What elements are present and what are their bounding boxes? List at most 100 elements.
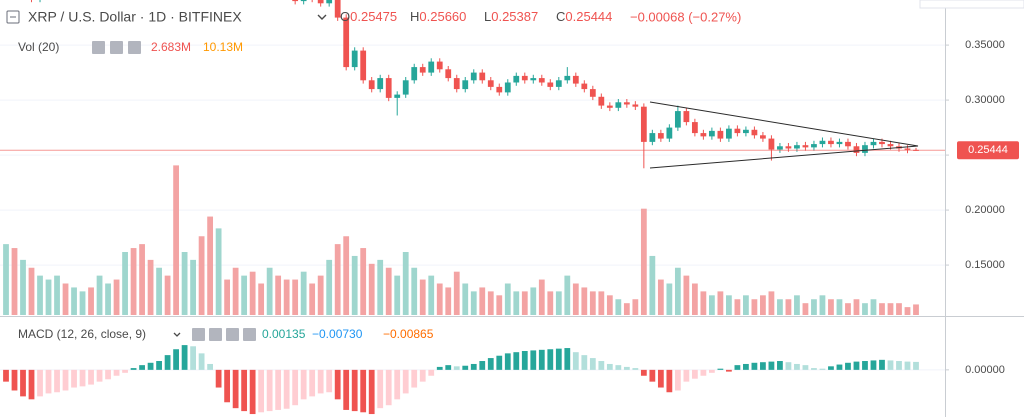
macd-bar [734, 365, 741, 370]
candle-body [734, 128, 741, 134]
macd-study-icons [192, 328, 256, 341]
volume-value: 2.683M [151, 40, 191, 54]
candle-body [904, 148, 911, 150]
macd-bar [606, 363, 613, 370]
macd-bar [547, 349, 554, 370]
macd-bar [794, 363, 800, 370]
y-tick-label: 0.20000 [965, 204, 1005, 216]
macd-bar [368, 369, 375, 415]
volume-bar [751, 299, 758, 315]
macd-bar [862, 361, 868, 370]
volume-bar [589, 291, 596, 315]
volume-bar [88, 287, 94, 315]
volume-bar [555, 291, 562, 315]
volume-bar [428, 275, 435, 315]
volume-bar [173, 165, 179, 315]
volume-bar [581, 287, 588, 315]
volume-bar [309, 283, 316, 315]
macd-bar [521, 351, 528, 370]
candle-body [760, 135, 766, 139]
volume-bar [411, 267, 418, 315]
macd-bar [623, 366, 630, 370]
symbol-title[interactable]: XRP / U.S. Dollar · 1D · BITFINEX [28, 9, 242, 25]
macd-bar [173, 349, 179, 370]
volume-bar [496, 295, 503, 315]
source-icon[interactable] [226, 328, 239, 341]
volume-bar [164, 275, 171, 315]
candle-body [360, 50, 367, 81]
macd-bar [683, 369, 690, 382]
volume-bar [487, 291, 494, 315]
candle-body [853, 146, 860, 153]
macd-bar [819, 368, 826, 370]
candle-body [402, 80, 409, 95]
volume-bar [445, 287, 452, 315]
macd-bar [487, 358, 494, 370]
macd-bar [411, 369, 418, 388]
volume-bar [870, 299, 877, 315]
volume-bar [419, 279, 426, 315]
macd-bar [385, 369, 392, 406]
volume-bar [777, 299, 783, 315]
macd-bar [207, 363, 214, 370]
macd-bar [879, 359, 885, 370]
macd-chevron[interactable] [173, 332, 181, 337]
macd-bar [717, 368, 724, 370]
candle-body [785, 146, 792, 149]
candle-body [377, 78, 384, 90]
close-icon[interactable] [128, 41, 141, 54]
volume-bar [828, 299, 834, 315]
eye-icon[interactable] [92, 41, 105, 54]
volume-bar [385, 267, 392, 315]
symbol-chevron[interactable] [317, 14, 327, 20]
eye-icon[interactable] [192, 328, 205, 341]
macd-bar [283, 369, 290, 409]
macd-bar [62, 369, 69, 391]
volume-bar [377, 259, 384, 315]
macd-bar [232, 369, 239, 409]
volume-bar [845, 303, 851, 315]
candle-body [589, 89, 596, 97]
macd-line-value: −0.00730 [312, 327, 363, 341]
top-right-panel [919, 0, 1024, 9]
macd-bar [760, 362, 766, 370]
candle-body [479, 72, 486, 81]
candle-body [674, 111, 681, 128]
macd-bar [190, 346, 196, 370]
macd-bar [564, 348, 571, 370]
volume-bar [334, 244, 341, 315]
macd-bar [845, 362, 851, 370]
volume-bar [317, 275, 324, 315]
volume-bar [462, 283, 469, 315]
candle-body [862, 145, 868, 153]
candle-body [513, 75, 520, 83]
triangle-drawing [649, 101, 919, 169]
macd-title: MACD (12, 26, close, 9) [18, 327, 146, 341]
volume-bar [28, 267, 35, 315]
volume-bar [343, 236, 350, 315]
macd-bar [113, 369, 120, 376]
candle-body [445, 69, 452, 79]
candle-body [887, 144, 894, 147]
candle-body [504, 82, 511, 93]
macd-bar [37, 369, 43, 397]
volume-bar [802, 303, 809, 315]
candle-body [836, 141, 843, 145]
macd-bar [156, 361, 162, 370]
settings-icon[interactable] [110, 41, 123, 54]
candle-body [802, 145, 809, 148]
candle-body [470, 72, 477, 81]
volume-bar [241, 275, 248, 315]
candle-body [743, 129, 749, 134]
macd-bar [71, 369, 77, 388]
volume-bar [743, 295, 749, 315]
settings-icon[interactable] [209, 328, 222, 341]
ohlc-value: 0.25475 [350, 9, 397, 24]
volume-bar [913, 304, 919, 315]
candle-body [606, 105, 613, 108]
collapse-icon[interactable] [6, 10, 20, 24]
close-icon[interactable] [243, 328, 256, 341]
macd-bar [445, 365, 452, 370]
macd-bar [708, 369, 715, 373]
volume-bar [436, 283, 443, 315]
